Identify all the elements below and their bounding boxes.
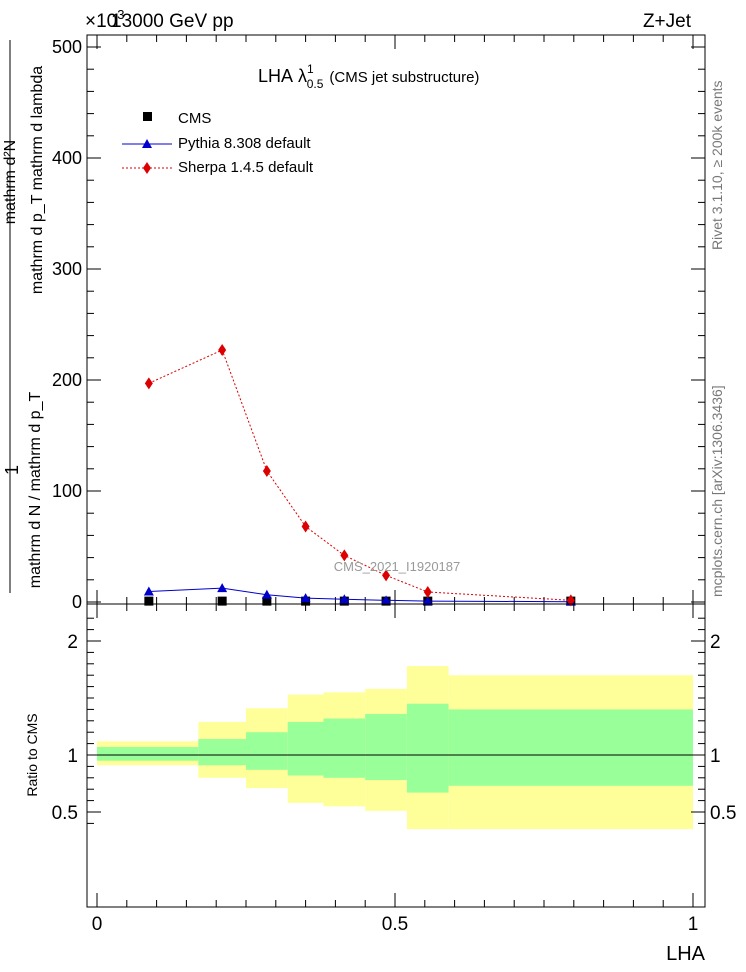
rivet-label: Rivet 3.1.10, ≥ 200k events [709, 80, 725, 250]
legend-marker-pythia [142, 139, 152, 148]
y-label-denominator: mathrm d N / mathrm d p_T [27, 392, 44, 589]
y-label-numerator-denominator: mathrm d p_T mathrm d lambda [29, 66, 46, 294]
legend-label-pythia: Pythia 8.308 default [178, 135, 311, 152]
ratio-y-tick-label: 2 [67, 632, 78, 653]
y-tick-label: 100 [52, 481, 82, 501]
data-point-triangle [261, 589, 272, 599]
data-point-triangle [381, 595, 392, 605]
watermark: CMS_2021_I1920187 [334, 559, 461, 574]
x-tick-label: 0.5 [382, 914, 408, 935]
series-line [148, 349, 571, 601]
y-tick-label: 200 [52, 370, 82, 390]
main-plot: 0 100 200 300 400 500 CMS_2021_I1920187 LHA λ1… [2, 34, 706, 612]
y-tick-label: 300 [52, 259, 82, 279]
y-label-numerator: mathrm d²N [2, 140, 19, 224]
process-label: Z+Jet [643, 11, 692, 32]
data-point-diamond [382, 569, 391, 582]
y-label-one: 1 [2, 465, 22, 475]
ratio-band-green [287, 721, 324, 776]
legend-label-sherpa: Sherpa 1.4.5 default [178, 159, 314, 176]
data-point-triangle [339, 594, 350, 604]
data-point-diamond [340, 549, 349, 562]
data-point-diamond [423, 586, 432, 599]
x-axis-label: LHA [666, 943, 706, 965]
data-point-triangle [300, 593, 311, 603]
y-tick-label: 500 [52, 37, 82, 57]
ratio-bands [97, 666, 693, 830]
ratio-band-green [323, 718, 366, 778]
ratio-y-tick-label: 0.5 [52, 803, 78, 824]
ratio-band-green [198, 739, 246, 766]
ratio-axis-ticks: 0.5 0.5 1 1 2 2 0 0.5 1 [52, 604, 736, 935]
data-point-square [262, 596, 272, 606]
ratio-band-green [97, 747, 199, 761]
ratio-y-tick-label-right: 2 [710, 632, 721, 653]
data-point-square [144, 596, 154, 606]
data-point-diamond [301, 520, 310, 533]
legend-marker-sherpa [143, 162, 151, 174]
data-point-diamond [262, 465, 271, 478]
ratio-plot: 0.5 0.5 1 1 2 2 0 0.5 1 Ratio to CMS LHA [24, 603, 736, 965]
x-tick-label: 0 [92, 914, 103, 935]
series-line [148, 587, 571, 603]
plot-title: LHA λ1 0.5 (CMS jet substructure) [258, 62, 479, 91]
axis-exponent: ×103 [85, 7, 124, 32]
energy-label: 13000 GeV pp [111, 11, 234, 32]
data-point-triangle [143, 586, 154, 596]
main-axis-ticks: 0 100 200 300 400 500 [52, 35, 705, 612]
y-axis-label: 1 mathrm d N / mathrm d p_T mathrm d²N m… [2, 40, 46, 593]
ratio-y-tick-label-right: 0.5 [710, 803, 736, 824]
data-point-triangle [217, 583, 228, 593]
ratio-band-green [365, 713, 407, 781]
data-point-diamond [218, 344, 227, 357]
data-point-diamond [566, 594, 575, 607]
mcplots-label: mcplots.cern.ch [arXiv:1306.3436] [709, 385, 725, 597]
ratio-y-label: Ratio to CMS [24, 713, 40, 796]
ratio-band-green [448, 709, 693, 786]
main-series [143, 344, 576, 607]
x-tick-label: 1 [688, 914, 699, 935]
ratio-band-green [246, 732, 288, 770]
ratio-y-tick-label: 1 [67, 746, 78, 767]
legend-marker-cms [143, 112, 152, 121]
legend: CMS Pythia 8.308 default Sherpa 1.4.5 de… [122, 110, 314, 176]
data-point-diamond [144, 377, 153, 390]
data-point-triangle [422, 596, 433, 606]
legend-label-cms: CMS [178, 110, 211, 127]
ratio-band-green [406, 703, 449, 793]
y-tick-label: 0 [72, 592, 82, 612]
y-tick-label: 400 [52, 148, 82, 168]
ratio-y-tick-label-right: 1 [710, 746, 721, 767]
data-point-square [217, 596, 227, 606]
